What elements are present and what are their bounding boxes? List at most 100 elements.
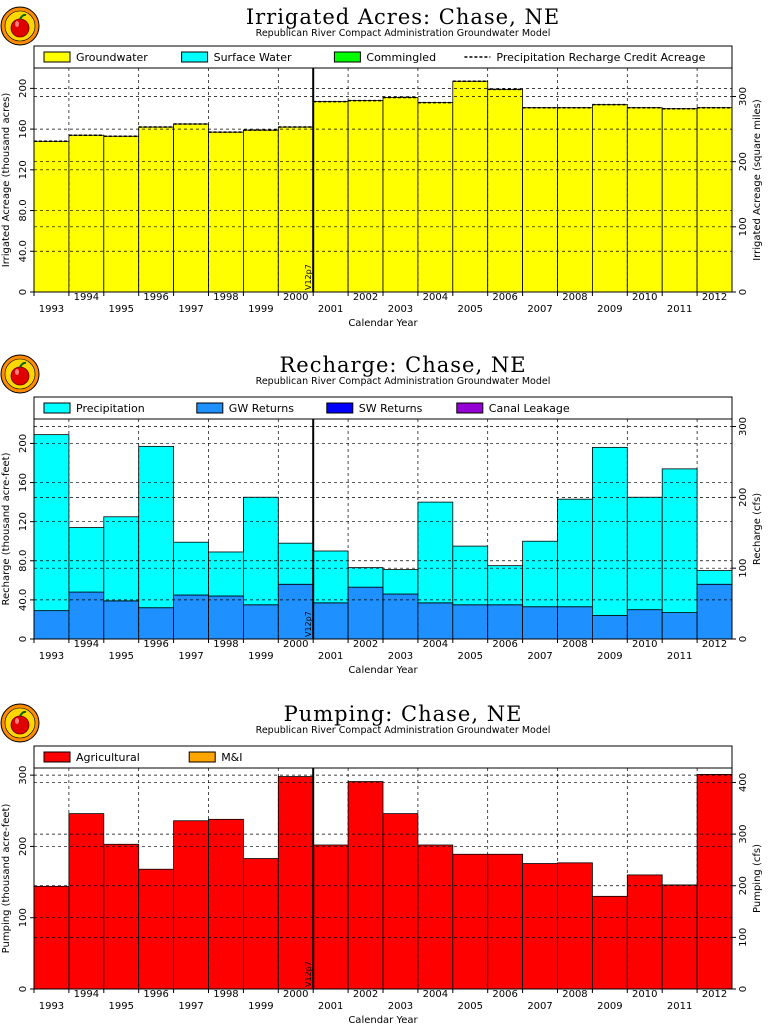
bar-gw-returns	[661, 612, 698, 640]
x-tick-label: 1996	[143, 292, 168, 303]
y-tick-label: 200	[18, 79, 29, 98]
gridlines	[34, 768, 732, 989]
x-tick-label: 2008	[562, 292, 587, 303]
x-tick-label: 1994	[74, 292, 99, 303]
bar-precipitation	[557, 498, 593, 608]
bar-precipitation	[522, 540, 558, 608]
x-tick-label: 1994	[74, 989, 99, 1000]
bar-groundwater	[138, 126, 174, 293]
legend-swatch	[43, 751, 71, 763]
legend-swatch	[188, 751, 216, 763]
bar-groundwater	[103, 135, 140, 293]
legend: Agricultural M&I	[43, 751, 243, 764]
bar-gw-returns	[242, 604, 279, 640]
y2-tick-label: 300	[738, 87, 749, 106]
x-tick-label: 2002	[353, 989, 378, 1000]
x-tick-label: 2000	[283, 292, 308, 303]
x-tick-label: 2005	[458, 651, 483, 662]
bar-agricultural	[347, 781, 384, 990]
bar-precipitation	[347, 567, 384, 588]
bar-gw-returns	[592, 615, 628, 640]
x-tick-label: 1995	[109, 1001, 134, 1012]
x-tick-label: 2010	[632, 292, 657, 303]
legend: Groundwater Surface Water Commingled Precip…	[43, 51, 706, 64]
bar-precipitation	[208, 551, 244, 597]
legend-swatch	[333, 51, 361, 63]
y2-tick-label: 100	[738, 559, 749, 578]
bar-gw-returns	[382, 593, 419, 640]
bar-gw-returns	[452, 604, 489, 640]
x-tick-label: 2011	[667, 1001, 692, 1012]
x-tick-label: 2012	[702, 989, 727, 1000]
x-tick-label: 2003	[388, 304, 413, 315]
y2-tick-label: 300	[738, 825, 749, 844]
legend-swatch	[326, 402, 354, 414]
precip-credit-line	[34, 80, 732, 143]
bar-precipitation	[382, 569, 419, 595]
bars	[33, 80, 733, 293]
bar-groundwater	[173, 123, 209, 293]
x-axis-label: Calendar Year	[348, 1015, 418, 1024]
bar-gw-returns	[138, 607, 174, 640]
y2-tick-label: 400	[738, 773, 749, 792]
bar-agricultural	[592, 895, 628, 990]
bar-groundwater	[522, 107, 558, 293]
y-tick-label: 120	[18, 512, 29, 531]
y-tick-label: 160	[18, 473, 29, 492]
legend-label: Groundwater	[76, 51, 148, 64]
x-tick-label: 2002	[353, 639, 378, 650]
legend-label: Canal Leakage	[489, 402, 570, 415]
x-axis-label: Calendar Year	[348, 665, 418, 676]
y2-tick-label: 0	[738, 289, 749, 295]
legend-swatch	[43, 402, 71, 414]
x-tick-label: 2000	[283, 989, 308, 1000]
x-tick-label: 1995	[109, 304, 134, 315]
x-tick-label: 2001	[318, 304, 343, 315]
legend: Precipitation GW Returns SW Returns Canal L…	[43, 402, 570, 415]
x-tick-label: 2001	[318, 1001, 343, 1012]
x-tick-label: 2003	[388, 1001, 413, 1012]
x-tick-label: 2011	[667, 304, 692, 315]
bars	[33, 774, 733, 990]
bar-agricultural	[173, 820, 209, 990]
x-tick-label: 2006	[492, 989, 517, 1000]
x-tick-label: 1993	[39, 1001, 64, 1012]
bar-groundwater	[33, 140, 70, 293]
y-axis-right: 0 100 200 300	[732, 417, 749, 642]
x-tick-label: 2012	[702, 292, 727, 303]
y2-axis-label: Recharge (cfs)	[752, 493, 763, 565]
legend-label: Surface Water	[214, 51, 292, 64]
bar-precipitation	[68, 527, 105, 593]
x-tick-label: 2009	[597, 304, 622, 315]
bar-gw-returns	[347, 586, 384, 640]
legend-swatch	[181, 51, 209, 63]
y2-tick-label: 0	[738, 636, 749, 642]
chart-title: Pumping: Chase, NE	[284, 702, 523, 726]
legend-label: SW Returns	[359, 402, 423, 415]
legend-swatch	[456, 402, 484, 414]
x-tick-label: 2010	[632, 989, 657, 1000]
x-tick-label: 1995	[109, 651, 134, 662]
chart-title: Irrigated Acres: Chase, NE	[246, 5, 560, 29]
bar-agricultural	[382, 813, 419, 990]
y-tick-label: 120	[18, 160, 29, 179]
x-tick-label: 2001	[318, 651, 343, 662]
bar-gw-returns	[208, 595, 244, 640]
bar-precipitation	[103, 516, 140, 602]
x-tick-label: 1999	[248, 1001, 273, 1012]
x-tick-label: 2007	[527, 1001, 552, 1012]
x-axis: 1993 1994 1995 1996 1997 1998 1999 2000 2001 2002…	[33, 639, 727, 662]
bar-groundwater	[661, 108, 698, 293]
bar-groundwater	[417, 102, 454, 293]
bar-gw-returns	[487, 604, 524, 640]
bar-precipitation	[696, 570, 733, 585]
x-tick-label: 2003	[388, 651, 413, 662]
x-tick-label: 2009	[597, 651, 622, 662]
bar-agricultural	[557, 862, 593, 990]
bar-groundwater	[382, 97, 419, 293]
y-axis-right: 0 100 200 300	[732, 87, 749, 295]
chart-title: Recharge: Chase, NE	[279, 353, 526, 377]
y-axis-left: 0 40.0 80.0 120 160 200	[18, 434, 34, 642]
bar-groundwater	[452, 80, 489, 293]
